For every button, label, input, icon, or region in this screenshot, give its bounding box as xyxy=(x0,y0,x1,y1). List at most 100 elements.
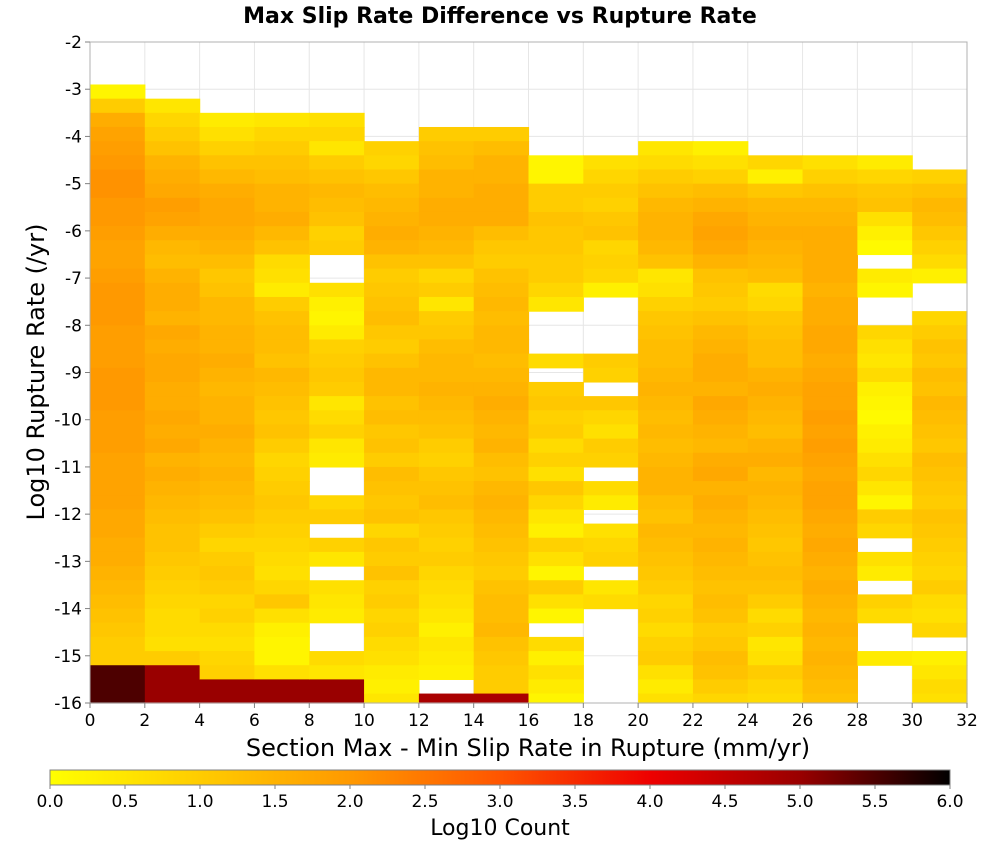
heatmap-cell xyxy=(199,580,256,595)
heatmap-cell xyxy=(528,240,584,256)
colorbar-tick-label: 3.5 xyxy=(561,792,588,812)
heatmap-cell xyxy=(528,353,584,369)
heatmap-cell xyxy=(638,466,694,482)
heatmap-cell xyxy=(747,211,804,227)
heatmap-cell xyxy=(638,509,694,525)
heatmap-cell xyxy=(254,523,310,539)
colorbar-tick-label: 0.5 xyxy=(111,792,138,812)
heatmap-cell xyxy=(364,651,420,666)
heatmap-cell xyxy=(528,381,584,397)
heatmap-cell xyxy=(364,580,420,595)
heatmap-cell xyxy=(144,594,201,610)
heatmap-cell xyxy=(473,495,530,511)
heatmap-cell xyxy=(747,481,804,496)
heatmap-cell xyxy=(418,424,475,440)
heatmap-cell xyxy=(528,396,584,411)
heatmap-cell xyxy=(90,240,146,256)
heatmap-cell xyxy=(528,551,584,567)
heatmap-cell xyxy=(418,268,475,284)
heatmap-cell xyxy=(747,410,804,426)
heatmap-cell xyxy=(144,254,201,270)
heatmap-cell xyxy=(583,155,639,171)
x-tick-label: 0 xyxy=(85,711,96,731)
heatmap-cell xyxy=(638,155,694,171)
colorbar-tick-label: 1.5 xyxy=(261,792,288,812)
heatmap-cell xyxy=(638,396,694,411)
heatmap-cell xyxy=(254,197,310,213)
heatmap-cell xyxy=(144,551,201,567)
heatmap-cell xyxy=(638,353,694,369)
heatmap-cell xyxy=(144,566,201,581)
heatmap-cell xyxy=(692,665,749,680)
heatmap-cell xyxy=(528,566,584,581)
heatmap-cell xyxy=(583,367,639,383)
heatmap-cell xyxy=(857,268,913,284)
heatmap-cell xyxy=(90,169,146,185)
heatmap-cell xyxy=(364,240,420,256)
heatmap-cell xyxy=(692,254,749,270)
chart-title: Max Slip Rate Difference vs Rupture Rate xyxy=(243,4,757,29)
heatmap-cell xyxy=(364,438,420,454)
heatmap-cell xyxy=(364,452,420,468)
y-tick-label: -2 xyxy=(65,33,82,53)
heatmap-cell xyxy=(857,381,913,397)
heatmap-cell xyxy=(254,424,310,440)
heatmap-cell xyxy=(309,580,365,595)
x-tick-label: 32 xyxy=(956,711,978,731)
heatmap-cell xyxy=(528,537,584,553)
heatmap-cell xyxy=(418,481,475,496)
heatmap-cell xyxy=(802,452,858,468)
heatmap-cell xyxy=(199,367,256,383)
heatmap-cell xyxy=(638,282,694,298)
y-tick-label: -14 xyxy=(54,600,82,620)
heatmap-cell xyxy=(90,580,146,595)
heatmap-cell xyxy=(583,268,639,284)
x-tick-label: 20 xyxy=(627,711,649,731)
heatmap-cell xyxy=(144,580,201,595)
heatmap-cell xyxy=(747,651,804,666)
heatmap-cell xyxy=(912,580,968,595)
heatmap-cell xyxy=(473,438,530,454)
heatmap-cell xyxy=(90,636,146,652)
heatmap-cell xyxy=(473,651,530,666)
heatmap-cell xyxy=(638,636,694,652)
heatmap-cell xyxy=(473,254,530,270)
heatmap-cell xyxy=(418,495,475,511)
heatmap-cell xyxy=(364,509,420,525)
heatmap-cell xyxy=(528,211,584,227)
colorbar-ticks: 0.0 0.5 1.0 1.5 2.0 2.5 3.0 3.5 4.0 4.5 5.0 5.5 6.0 xyxy=(36,785,964,812)
heatmap-cell xyxy=(528,523,584,539)
heatmap-cell xyxy=(144,396,201,411)
heatmap-cell xyxy=(90,537,146,553)
heatmap-cell xyxy=(583,438,639,454)
heatmap-cell xyxy=(364,296,420,312)
heatmap-cell xyxy=(692,594,749,610)
heatmap-cell xyxy=(418,141,475,156)
heatmap-cell xyxy=(254,155,310,171)
heatmap-cell xyxy=(857,481,913,496)
heatmap-cell xyxy=(802,226,858,241)
heatmap-cell xyxy=(90,523,146,539)
heatmap-cell xyxy=(144,339,201,355)
heatmap-cell xyxy=(692,396,749,411)
heatmap-cell xyxy=(144,622,201,638)
heatmap-cell xyxy=(418,438,475,454)
heatmap-cell xyxy=(802,367,858,383)
heatmap-cell xyxy=(364,381,420,397)
heatmap-cell xyxy=(528,169,584,185)
heatmap-cell xyxy=(857,651,913,666)
y-axis-ticks: -2 -3 -4 -5 -6 -7 -8 -9 -10 -11 -12 -13 -14 -15 -16 xyxy=(54,33,90,714)
heatmap-cell xyxy=(473,126,530,142)
heatmap-cell xyxy=(802,466,858,482)
y-tick-label: -15 xyxy=(54,647,82,667)
heatmap-cell xyxy=(912,311,968,326)
heatmap-cell xyxy=(692,679,749,695)
heatmap-cell xyxy=(199,126,256,142)
heatmap-cell xyxy=(144,98,201,114)
heatmap-cell xyxy=(692,282,749,298)
heatmap-cell xyxy=(473,226,530,241)
heatmap-cell xyxy=(912,651,968,666)
heatmap-cell xyxy=(144,211,201,227)
heatmap-cell xyxy=(473,296,530,312)
heatmap-cell xyxy=(254,651,310,666)
